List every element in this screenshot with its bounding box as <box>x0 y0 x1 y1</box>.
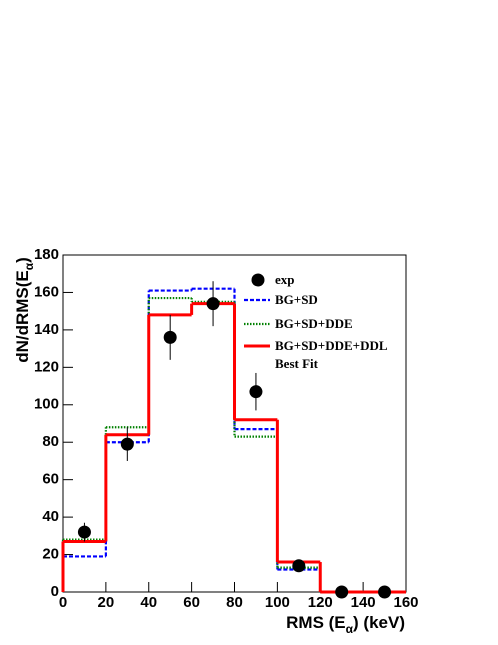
legend-label: BG+SD+DDE <box>275 316 353 331</box>
x-tick-label: 80 <box>226 594 243 611</box>
legend-label: BG+SD <box>275 292 318 307</box>
y-tick-label: 80 <box>42 433 59 450</box>
y-tick-label: 20 <box>42 546 59 563</box>
x-tick-label: 100 <box>265 594 290 611</box>
y-axis-label: dN/dRMS(Eα) <box>13 257 36 363</box>
y-tick-label: 60 <box>42 471 59 488</box>
data-point <box>378 585 392 599</box>
data-point <box>163 330 177 344</box>
x-tick-label: 60 <box>183 594 200 611</box>
data-point <box>335 585 349 599</box>
x-tick-label: 40 <box>140 594 157 611</box>
legend-marker <box>251 273 265 287</box>
x-tick-label: 20 <box>98 594 115 611</box>
y-tick-label: 140 <box>34 321 59 338</box>
x-axis-label: RMS (Eα) (keV) <box>286 613 405 636</box>
x-tick-label: 160 <box>393 594 418 611</box>
legend-label: BG+SD+DDE+DDL <box>275 338 388 353</box>
y-tick-label: 180 <box>34 246 59 263</box>
y-tick-label: 120 <box>34 358 59 375</box>
data-point <box>77 525 91 539</box>
y-tick-label: 160 <box>34 283 59 300</box>
x-tick-label: 120 <box>308 594 333 611</box>
y-tick-label: 0 <box>51 583 59 600</box>
data-point <box>120 437 134 451</box>
legend-label: exp <box>275 272 295 287</box>
data-point <box>292 559 306 573</box>
y-tick-label: 100 <box>34 396 59 413</box>
data-point <box>206 297 220 311</box>
x-tick-label: 0 <box>59 594 67 611</box>
data-point <box>249 385 263 399</box>
x-tick-label: 140 <box>351 594 376 611</box>
y-tick-label: 40 <box>42 508 59 525</box>
legend-note: Best Fit <box>275 356 319 371</box>
